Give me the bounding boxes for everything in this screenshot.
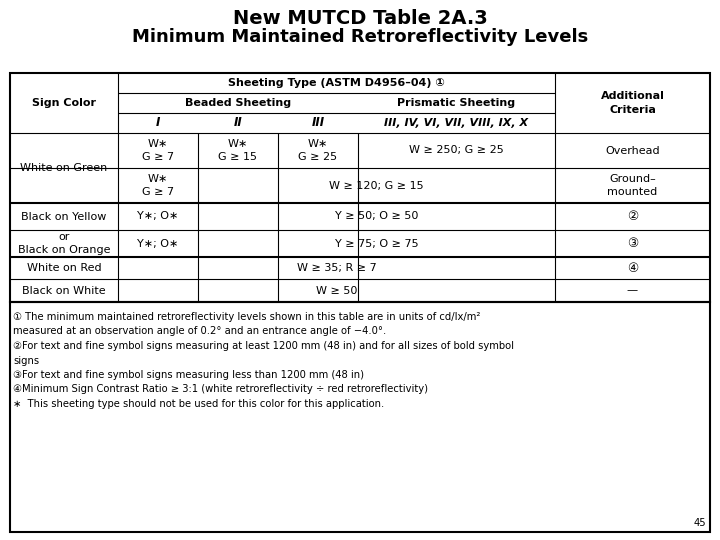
Text: ④Minimum Sign Contrast Ratio ≥ 3:1 (white retroreflectivity ÷ red retroreflectiv: ④Minimum Sign Contrast Ratio ≥ 3:1 (whit…: [13, 384, 428, 395]
Text: ②For text and fine symbol signs measuring at least 1200 mm (48 in) and for all s: ②For text and fine symbol signs measurin…: [13, 341, 514, 351]
Text: W∗
G ≥ 15: W∗ G ≥ 15: [218, 139, 258, 161]
Bar: [10, 302, 710, 532]
Text: Additional
Criteria: Additional Criteria: [600, 91, 665, 114]
Text: Y ≥ 75; O ≥ 75: Y ≥ 75; O ≥ 75: [335, 239, 418, 248]
Text: or
Black on Orange: or Black on Orange: [18, 232, 110, 255]
Text: ②: ②: [627, 210, 638, 223]
Text: ∗  This sheeting type should not be used for this color for this application.: ∗ This sheeting type should not be used …: [13, 399, 384, 409]
Text: Overhead: Overhead: [606, 145, 660, 156]
Text: III, IV, VI, VII, VIII, IX, X: III, IV, VI, VII, VIII, IX, X: [384, 118, 528, 128]
Text: Ground–
mounted: Ground– mounted: [608, 174, 657, 197]
Text: I: I: [156, 117, 160, 130]
Text: Y ≥ 50; O ≥ 50: Y ≥ 50; O ≥ 50: [335, 212, 418, 221]
Text: Sheeting Type (ASTM D4956–04) ①: Sheeting Type (ASTM D4956–04) ①: [228, 78, 445, 88]
Text: —: —: [627, 286, 638, 295]
Text: W ≥ 250; G ≥ 25: W ≥ 250; G ≥ 25: [409, 145, 504, 156]
Text: New MUTCD Table 2A.3: New MUTCD Table 2A.3: [233, 9, 487, 28]
Text: Beaded Sheeting: Beaded Sheeting: [185, 98, 291, 108]
Text: White on Green: White on Green: [20, 163, 107, 173]
Text: W∗
G ≥ 7: W∗ G ≥ 7: [142, 174, 174, 197]
Text: Y∗; O∗: Y∗; O∗: [138, 212, 179, 221]
Text: II: II: [233, 117, 243, 130]
Text: W∗
G ≥ 7: W∗ G ≥ 7: [142, 139, 174, 161]
Text: signs: signs: [13, 355, 39, 366]
Text: W ≥ 120; G ≥ 15: W ≥ 120; G ≥ 15: [329, 180, 424, 191]
Text: Black on Yellow: Black on Yellow: [22, 212, 107, 221]
Text: White on Red: White on Red: [27, 263, 102, 273]
Text: III: III: [312, 117, 325, 130]
Text: ④: ④: [627, 261, 638, 274]
Text: 45: 45: [693, 518, 706, 528]
Text: ① The minimum maintained retroreflectivity levels shown in this table are in uni: ① The minimum maintained retroreflectivi…: [13, 312, 480, 322]
Text: Sign Color: Sign Color: [32, 98, 96, 108]
Text: W∗
G ≥ 25: W∗ G ≥ 25: [298, 139, 338, 161]
Text: Prismatic Sheeting: Prismatic Sheeting: [397, 98, 516, 108]
Text: measured at an observation angle of 0.2° and an entrance angle of −4.0°.: measured at an observation angle of 0.2°…: [13, 327, 386, 336]
Text: ③For text and fine symbol signs measuring less than 1200 mm (48 in): ③For text and fine symbol signs measurin…: [13, 370, 364, 380]
Text: Minimum Maintained Retroreflectivity Levels: Minimum Maintained Retroreflectivity Lev…: [132, 28, 588, 46]
Text: Black on White: Black on White: [22, 286, 106, 295]
Text: W ≥ 35; R ≥ 7: W ≥ 35; R ≥ 7: [297, 263, 377, 273]
Text: ③: ③: [627, 237, 638, 250]
Text: W ≥ 50: W ≥ 50: [316, 286, 357, 295]
Bar: [10, 73, 710, 302]
Text: Y∗; O∗: Y∗; O∗: [138, 239, 179, 248]
